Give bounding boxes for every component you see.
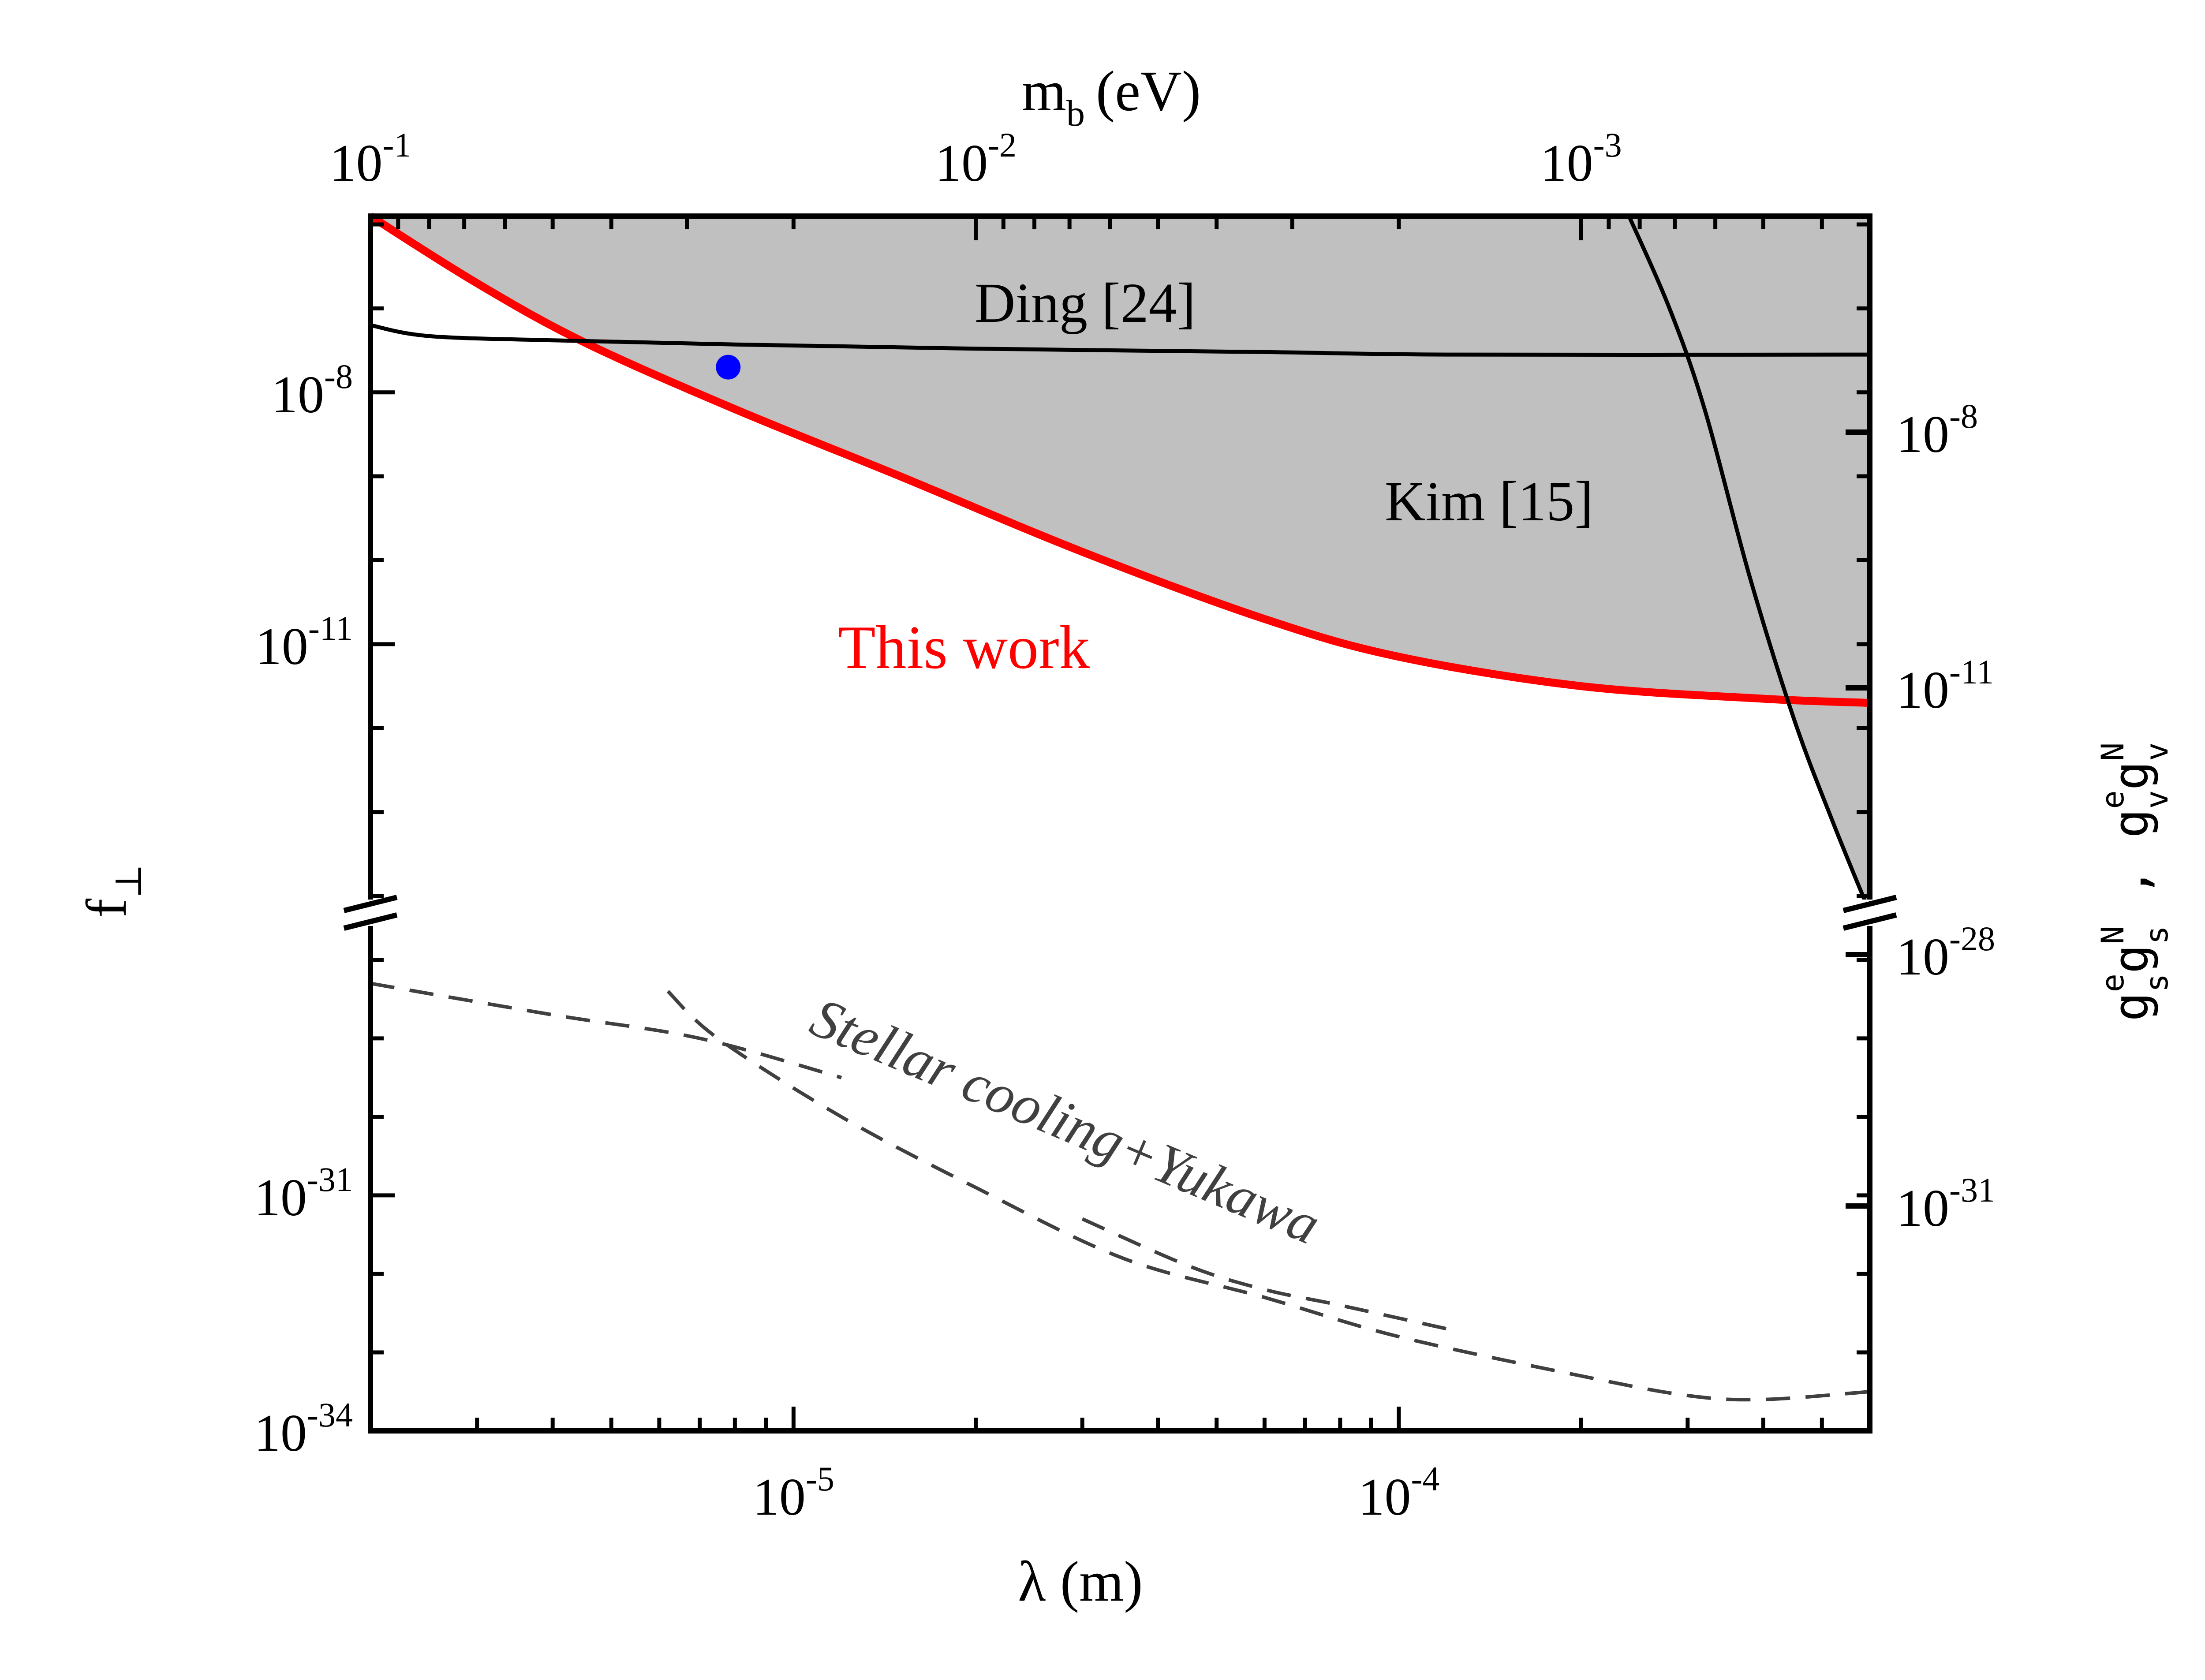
right-tick-label: 10-31	[1896, 1171, 1995, 1237]
x-tick-label: 10-4	[1358, 1460, 1439, 1526]
left-tick-label: 10-34	[254, 1396, 353, 1462]
top-tick-label: 10-1	[330, 126, 411, 192]
left-tick-label: 10-8	[271, 357, 353, 424]
right-tick-label: 10-11	[1896, 653, 1994, 719]
top-tick-label: 10-3	[1540, 126, 1622, 192]
right-tick-label: 10-28	[1896, 919, 1995, 986]
right-tick-label: 10-8	[1896, 397, 1978, 463]
axis-break-marks	[343, 895, 1897, 931]
left-tick-label: 10-11	[255, 609, 353, 676]
series-line-kim-15-	[1627, 215, 1872, 914]
data-marker-point	[716, 355, 741, 380]
x-tick-label: 10-5	[753, 1460, 834, 1526]
series-line-stellar-cooling-yukawa-a-	[370, 982, 842, 1079]
axis-break-slash	[343, 912, 398, 931]
left-tick-label: 10-31	[254, 1160, 353, 1227]
axis-break-slash	[343, 895, 398, 913]
top-axis-title: mb (eV)	[1022, 60, 1201, 134]
excluded-region-this-work	[370, 216, 1870, 703]
axis-break-slash	[1842, 895, 1897, 913]
axis-break-slash	[1842, 912, 1897, 931]
series-line-this-work	[368, 213, 1870, 707]
top-tick-label: 10-2	[935, 126, 1017, 192]
series-line-ding-24-	[370, 323, 1870, 357]
curves	[368, 213, 1872, 1402]
right-axis-title: ge sgN s , ge vgN v	[2095, 743, 2175, 1022]
left-axis-title: f⊥	[75, 864, 149, 918]
annotation-ding: Ding [24]	[975, 272, 1196, 334]
x-axis-title: λ (m)	[1018, 1550, 1143, 1613]
excluded-region-kim	[1629, 216, 1870, 913]
tick-labels: 10-5 10-4 10-1 10-2 10-3 10-8 10-11 10-31 10-34 1…	[254, 126, 1995, 1526]
annotation-kim: Kim [15]	[1385, 470, 1593, 533]
series-line-stellar-cooling-yukawa-b-	[666, 990, 1870, 1402]
plot-frame	[368, 213, 1872, 1434]
annotation-this-work: This work	[838, 613, 1090, 682]
annotation-stellar-cooling: Stellar cooling+Yukawa	[802, 986, 1329, 1256]
excluded-regions	[370, 216, 1870, 913]
